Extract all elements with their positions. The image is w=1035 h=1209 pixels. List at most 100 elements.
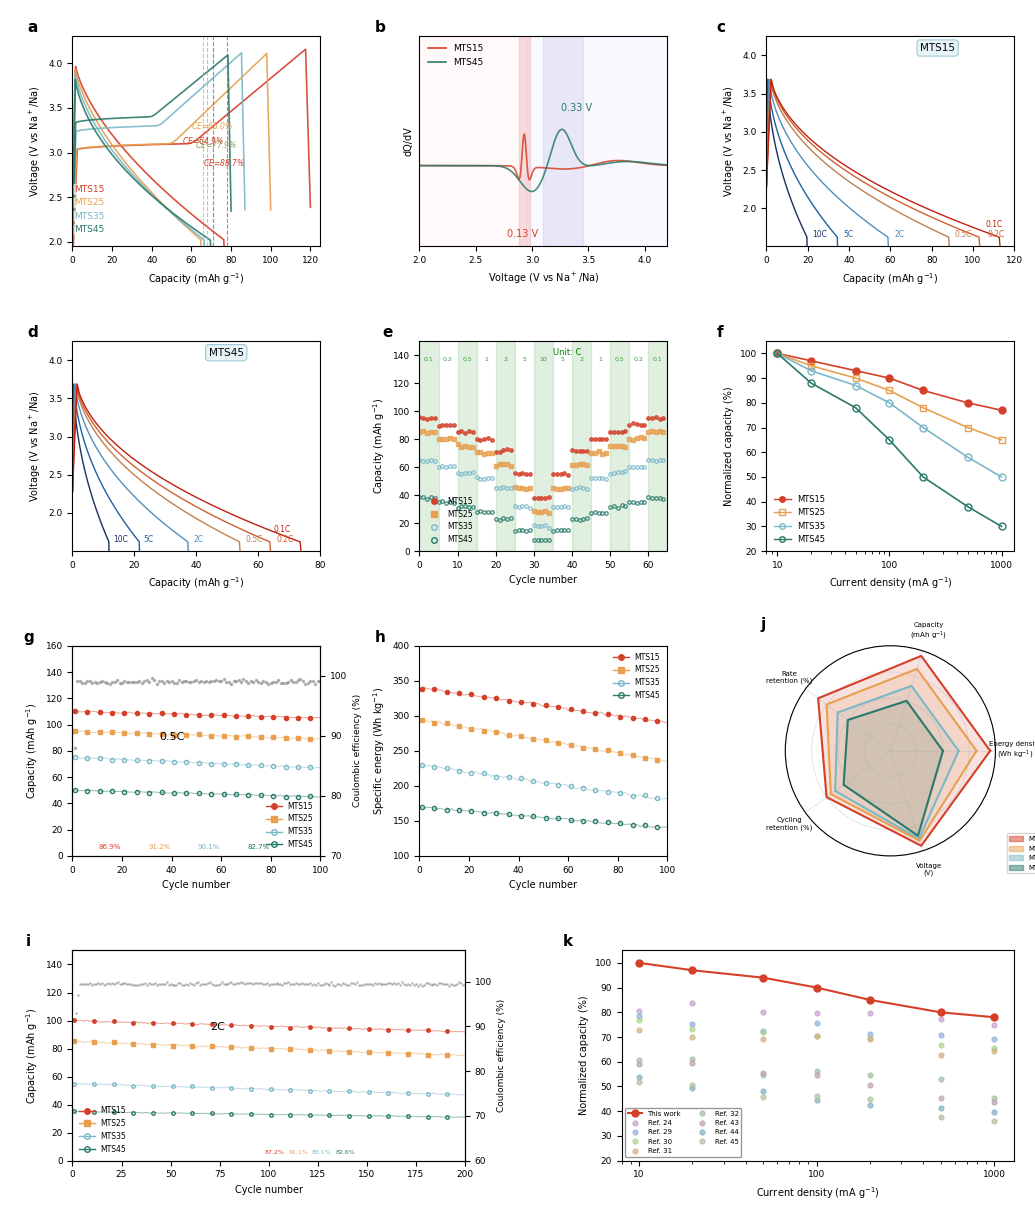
- Ref. 30: [935, 1037, 947, 1052]
- Ref. 24: [686, 996, 699, 1011]
- Bar: [534, 341, 553, 551]
- Y-axis label: Capacity (mAh g$^{-1}$): Capacity (mAh g$^{-1}$): [24, 1007, 40, 1104]
- This work: [686, 964, 699, 978]
- Text: b: b: [375, 21, 386, 35]
- Text: 2: 2: [580, 357, 584, 361]
- Polygon shape: [835, 686, 958, 839]
- Ref. 30: [864, 1031, 877, 1046]
- Text: 0.5C: 0.5C: [159, 733, 184, 742]
- Ref. 31: [757, 1031, 769, 1046]
- MTS25: [850, 371, 862, 386]
- Bar: [527, 36, 668, 247]
- Text: 0.13 V: 0.13 V: [507, 229, 538, 238]
- Ref. 30: [632, 1013, 645, 1028]
- Text: 2C: 2C: [194, 536, 203, 544]
- Line: Ref. 30: Ref. 30: [637, 1018, 997, 1051]
- MTS15: [917, 383, 929, 398]
- X-axis label: Cycle number: Cycle number: [509, 575, 578, 585]
- Text: $CE$=66.0%: $CE$=66.0%: [191, 120, 233, 132]
- Polygon shape: [844, 701, 943, 835]
- Y-axis label: dQ/dV: dQ/dV: [404, 127, 414, 156]
- Ref. 45: [987, 1113, 1000, 1128]
- Ref. 31: [864, 1031, 877, 1046]
- Ref. 44: [757, 1083, 769, 1098]
- Polygon shape: [827, 669, 977, 840]
- Text: 82.6%: 82.6%: [335, 1150, 355, 1155]
- Line: MTS25: MTS25: [774, 349, 1005, 444]
- Text: 10C: 10C: [811, 230, 827, 239]
- Ref. 45: [864, 1092, 877, 1106]
- Ref. 24: [935, 1012, 947, 1026]
- Line: Ref. 32: Ref. 32: [637, 1057, 997, 1100]
- MTS25: [771, 346, 783, 360]
- Legend: MTS15, MTS25, MTS35, MTS45: MTS15, MTS25, MTS35, MTS45: [263, 798, 317, 852]
- Text: 2C: 2C: [210, 1023, 225, 1032]
- MTS35: [805, 364, 818, 378]
- This work: [810, 980, 823, 995]
- Bar: [572, 341, 591, 551]
- Text: 0.5C: 0.5C: [246, 536, 263, 544]
- Ref. 45: [686, 1077, 699, 1092]
- Legend: MTS15, MTS45: MTS15, MTS45: [424, 41, 486, 70]
- Ref. 43: [686, 1057, 699, 1071]
- Text: MTS35: MTS35: [75, 212, 105, 221]
- Bar: [419, 341, 439, 551]
- Ref. 30: [757, 1024, 769, 1039]
- Text: 0.2C: 0.2C: [987, 230, 1005, 239]
- Text: 5C: 5C: [144, 536, 154, 544]
- X-axis label: Capacity (mAh g$^{-1}$): Capacity (mAh g$^{-1}$): [148, 575, 244, 591]
- Text: j: j: [760, 617, 765, 632]
- Text: 5: 5: [523, 357, 526, 361]
- Ref. 43: [987, 1095, 1000, 1110]
- Ref. 32: [686, 1052, 699, 1066]
- Ref. 29: [987, 1032, 1000, 1047]
- Ref. 29: [686, 1017, 699, 1031]
- Y-axis label: Coulombic efficiency (%): Coulombic efficiency (%): [353, 694, 362, 808]
- X-axis label: Voltage (V vs Na$^+$/Na): Voltage (V vs Na$^+$/Na): [487, 271, 599, 285]
- Y-axis label: Coulombic efficiency (%): Coulombic efficiency (%): [498, 999, 506, 1112]
- Text: 0.2: 0.2: [633, 357, 644, 361]
- Bar: [648, 341, 668, 551]
- Text: k: k: [563, 935, 573, 949]
- This work: [935, 1005, 947, 1019]
- Line: Ref. 31: Ref. 31: [637, 1028, 997, 1057]
- Line: MTS45: MTS45: [774, 349, 1005, 530]
- Ref. 24: [864, 1006, 877, 1020]
- Text: $CE$=64.9%: $CE$=64.9%: [181, 134, 224, 145]
- Text: 0.1: 0.1: [653, 357, 662, 361]
- Text: 0.1: 0.1: [424, 357, 434, 361]
- Text: 86.9%: 86.9%: [98, 844, 121, 850]
- Y-axis label: Voltage (V vs Na$^+$/Na): Voltage (V vs Na$^+$/Na): [28, 391, 42, 502]
- Ref. 44: [864, 1098, 877, 1112]
- Text: 91.1%: 91.1%: [288, 1150, 308, 1155]
- Text: d: d: [28, 325, 38, 340]
- Text: a: a: [28, 21, 38, 35]
- Bar: [457, 341, 477, 551]
- Ref. 29: [757, 1023, 769, 1037]
- MTS45: [805, 376, 818, 391]
- Y-axis label: Capacity (mAh g$^{-1}$): Capacity (mAh g$^{-1}$): [24, 702, 40, 799]
- MTS15: [883, 371, 895, 386]
- Y-axis label: Capacity (mAh g$^{-1}$): Capacity (mAh g$^{-1}$): [372, 398, 387, 494]
- Line: MTS35: MTS35: [774, 349, 1005, 480]
- Line: Ref. 44: Ref. 44: [637, 1075, 997, 1115]
- Text: MTS45: MTS45: [209, 348, 244, 358]
- Ref. 43: [935, 1091, 947, 1105]
- Text: 90.1%: 90.1%: [198, 844, 220, 850]
- Ref. 31: [935, 1047, 947, 1062]
- MTS45: [883, 433, 895, 447]
- Ref. 44: [632, 1070, 645, 1084]
- Ref. 24: [757, 1005, 769, 1019]
- Ref. 44: [810, 1093, 823, 1107]
- Ref. 44: [935, 1100, 947, 1115]
- Bar: [610, 341, 629, 551]
- MTS35: [771, 346, 783, 360]
- Line: Ref. 29: Ref. 29: [637, 1014, 997, 1042]
- Polygon shape: [818, 655, 990, 846]
- Legend: MTS15, MTS25, MTS35, MTS45: MTS15, MTS25, MTS35, MTS45: [1006, 833, 1035, 873]
- X-axis label: Current density (mA g$^{-1}$): Current density (mA g$^{-1}$): [829, 575, 952, 591]
- Text: 0.2C: 0.2C: [277, 536, 294, 544]
- Text: 5C: 5C: [842, 230, 853, 239]
- Text: 10C: 10C: [113, 536, 127, 544]
- Ref. 30: [686, 1022, 699, 1036]
